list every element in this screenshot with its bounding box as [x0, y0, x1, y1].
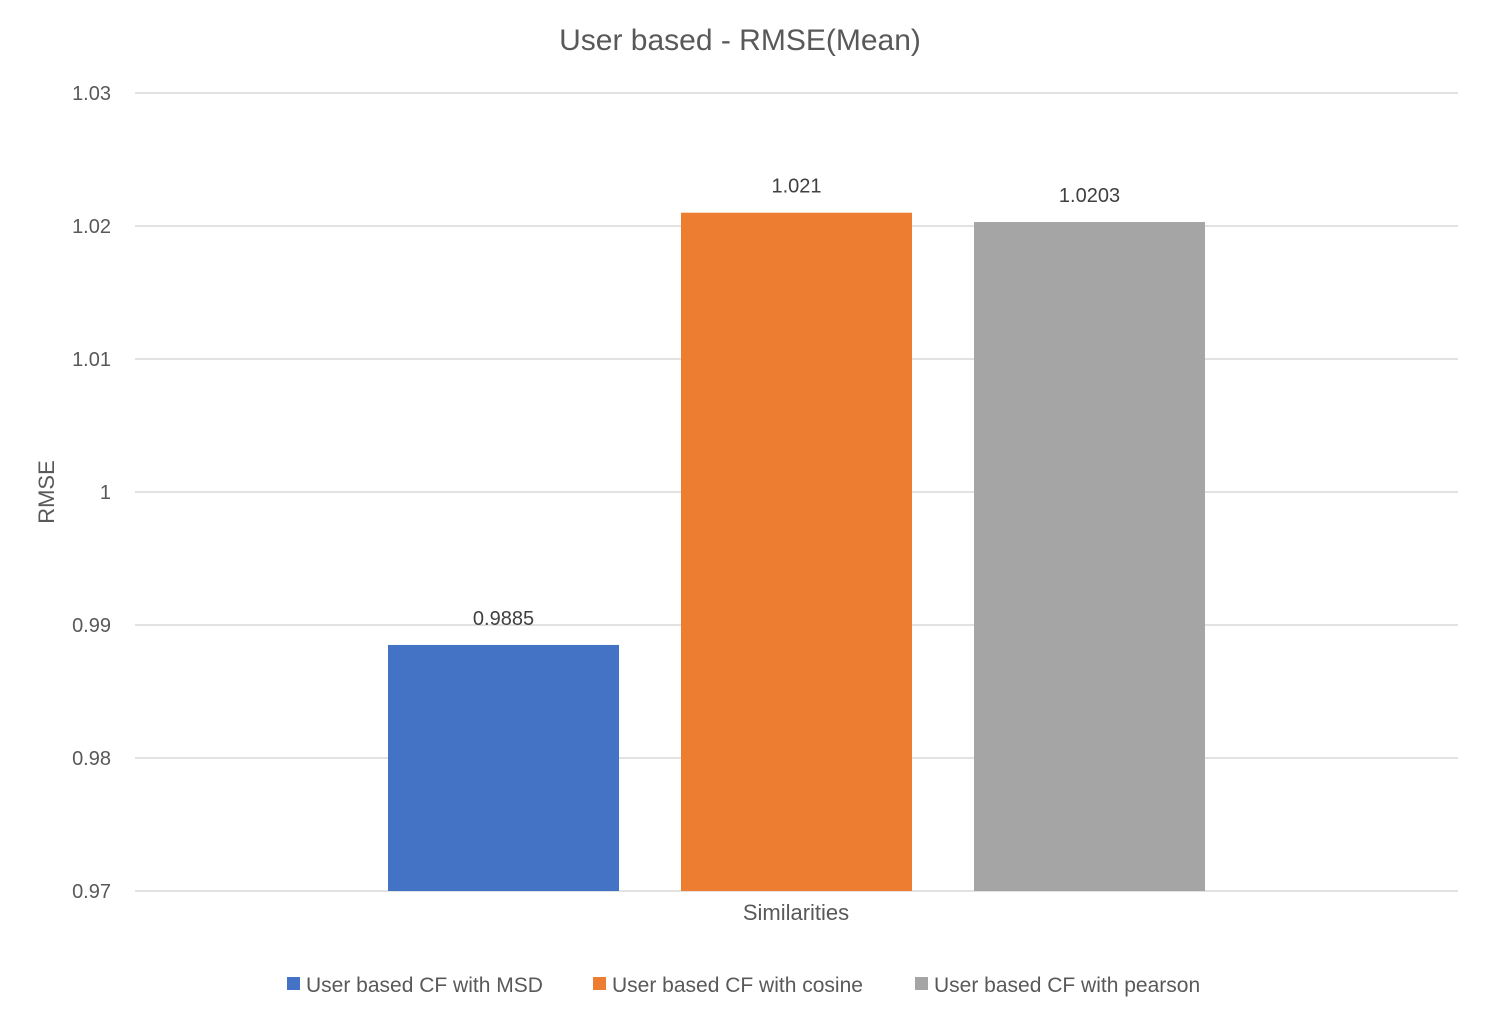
bar-3 [974, 222, 1205, 891]
legend: User based CF with MSD User based CF with… [287, 974, 1200, 997]
y-tick-label: 1.01 [72, 349, 111, 371]
y-tick-label: 1.02 [72, 216, 111, 238]
y-axis-title: RMSE [34, 460, 59, 524]
bars [388, 212, 1205, 891]
legend-label-3: User based CF with pearson [934, 974, 1200, 997]
y-tick-label: 1.03 [72, 83, 111, 105]
legend-swatch-3 [915, 977, 928, 990]
data-label-3: 1.0203 [1059, 185, 1120, 207]
data-labels: 0.9885 1.021 1.0203 [473, 176, 1120, 630]
y-tick-label: 0.98 [72, 748, 111, 770]
data-label-1: 0.9885 [473, 608, 534, 630]
legend-swatch-2 [593, 977, 606, 990]
legend-label-1: User based CF with MSD [306, 974, 543, 997]
legend-label-2: User based CF with cosine [612, 974, 863, 997]
x-axis-title: Similarities [743, 900, 849, 925]
y-axis-ticks: 0.97 0.98 0.99 1 1.01 1.02 1.03 [72, 83, 111, 903]
bar-2 [681, 212, 912, 891]
y-tick-label: 1 [100, 482, 111, 504]
y-tick-label: 0.97 [72, 881, 111, 903]
data-label-2: 1.021 [771, 176, 821, 198]
bar-1 [388, 644, 619, 891]
legend-swatch-1 [287, 977, 300, 990]
y-tick-label: 0.99 [72, 615, 111, 637]
chart-title: User based - RMSE(Mean) [559, 24, 921, 57]
